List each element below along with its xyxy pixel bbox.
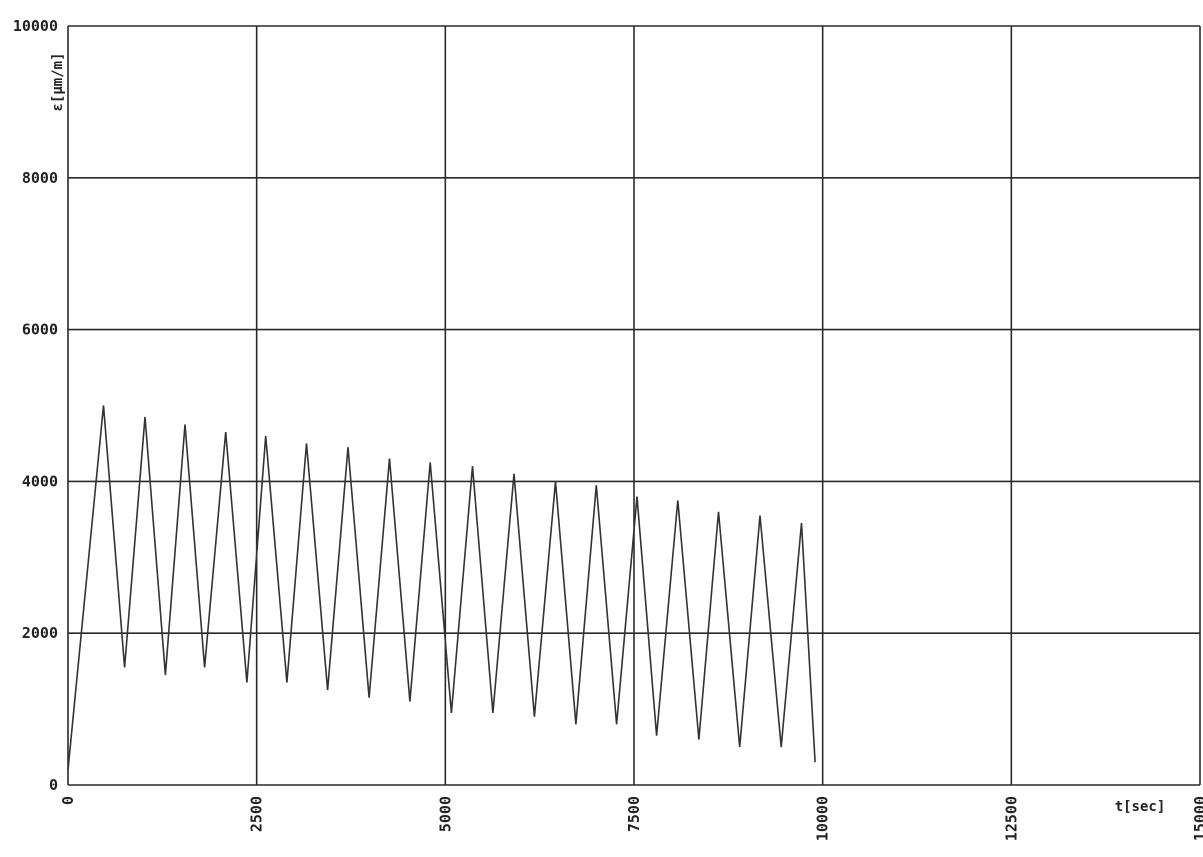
series-line — [67, 405, 816, 770]
y-tick-label: 4000 — [22, 472, 58, 490]
y-tick-label: 10000 — [13, 17, 58, 35]
x-tick-labels: 0 2500 5000 7500 10000 12500 15000 — [59, 796, 1203, 841]
x-axis-label: t[sec] — [1115, 799, 1166, 815]
data-series — [67, 405, 816, 770]
x-tick-label: 7500 — [625, 796, 643, 832]
x-tick-label: 2500 — [248, 796, 266, 832]
grid — [67, 25, 1201, 786]
x-tick-label: 0 — [59, 796, 77, 805]
y-tick-labels: 0 2000 4000 6000 8000 10000 — [13, 17, 58, 794]
y-tick-label: 6000 — [22, 321, 58, 339]
y-tick-label: 2000 — [22, 624, 58, 642]
y-axis-label: ε[μm/m] — [50, 52, 66, 111]
y-tick-label: 0 — [49, 776, 58, 794]
x-tick-label: 5000 — [436, 796, 454, 832]
x-tick-label: 15000 — [1191, 796, 1203, 841]
y-tick-label: 8000 — [22, 169, 58, 187]
x-tick-label: 12500 — [1002, 796, 1020, 841]
x-tick-label: 10000 — [814, 796, 832, 841]
